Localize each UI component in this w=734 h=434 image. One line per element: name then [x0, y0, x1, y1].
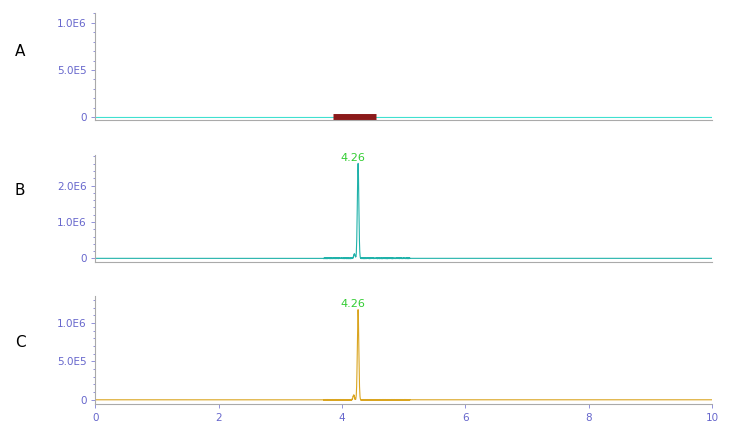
Text: B: B	[15, 183, 25, 198]
Text: A: A	[15, 44, 25, 59]
Text: C: C	[15, 335, 25, 350]
Text: 4.26: 4.26	[341, 299, 366, 309]
Text: 4.26: 4.26	[341, 153, 366, 163]
